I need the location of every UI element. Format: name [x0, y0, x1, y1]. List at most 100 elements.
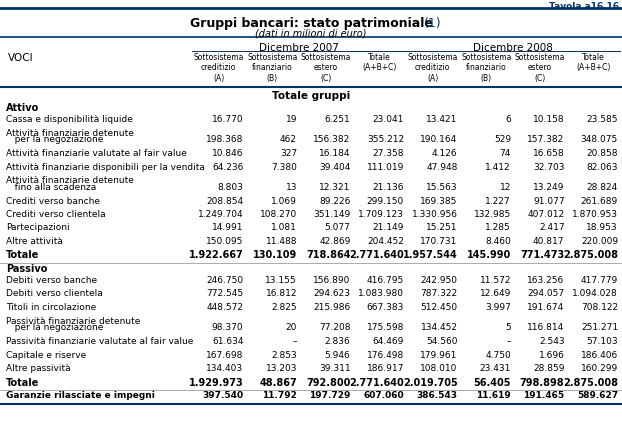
Text: Sottosistema
creditizio
(A): Sottosistema creditizio (A)	[193, 53, 244, 83]
Text: 157.382: 157.382	[527, 135, 565, 145]
Text: (dati in milioni di euro): (dati in milioni di euro)	[255, 29, 367, 39]
Text: 16.770: 16.770	[212, 115, 243, 124]
Text: 186.917: 186.917	[366, 364, 404, 373]
Text: Totale: Totale	[6, 377, 39, 388]
Text: 299.150: 299.150	[367, 197, 404, 206]
Text: 1.227: 1.227	[485, 197, 511, 206]
Text: 771.473: 771.473	[520, 251, 565, 260]
Text: 708.122: 708.122	[581, 303, 618, 312]
Text: 179.961: 179.961	[420, 351, 458, 360]
Text: Tavola a16.16: Tavola a16.16	[549, 2, 619, 11]
Text: 163.256: 163.256	[527, 276, 565, 285]
Text: 10.158: 10.158	[533, 115, 565, 124]
Text: 407.012: 407.012	[527, 210, 565, 219]
Text: Sottosistema
finanziario
(B): Sottosistema finanziario (B)	[247, 53, 297, 83]
Text: 204.452: 204.452	[367, 237, 404, 246]
Text: 11.572: 11.572	[480, 276, 511, 285]
Text: 12.649: 12.649	[480, 290, 511, 299]
Text: 4.750: 4.750	[485, 351, 511, 360]
Text: 23.585: 23.585	[587, 115, 618, 124]
Text: Crediti verso banche: Crediti verso banche	[6, 197, 100, 206]
Text: 10.846: 10.846	[212, 149, 243, 158]
Text: 13.249: 13.249	[533, 183, 565, 192]
Text: 111.019: 111.019	[366, 162, 404, 171]
Text: 27.358: 27.358	[373, 149, 404, 158]
Text: 529: 529	[494, 135, 511, 145]
Text: 5.077: 5.077	[325, 223, 351, 232]
Text: 1.696: 1.696	[539, 351, 565, 360]
Text: 39.404: 39.404	[319, 162, 351, 171]
Text: 191.465: 191.465	[523, 391, 565, 400]
Text: 462: 462	[280, 135, 297, 145]
Text: 74: 74	[499, 149, 511, 158]
Text: 21.149: 21.149	[373, 223, 404, 232]
Text: 191.674: 191.674	[527, 303, 565, 312]
Text: (1): (1)	[424, 17, 442, 30]
Text: 1.094.028: 1.094.028	[572, 290, 618, 299]
Text: VOCI: VOCI	[8, 53, 34, 63]
Text: 186.406: 186.406	[581, 351, 618, 360]
Text: 108.010: 108.010	[420, 364, 458, 373]
Text: Crediti verso clientela: Crediti verso clientela	[6, 210, 106, 219]
Text: 20: 20	[285, 324, 297, 332]
Text: 28.859: 28.859	[533, 364, 565, 373]
Text: Cassa e disponibilità liquide: Cassa e disponibilità liquide	[6, 115, 133, 124]
Text: Totale: Totale	[6, 251, 39, 260]
Text: Debiti verso banche: Debiti verso banche	[6, 276, 97, 285]
Text: 246.750: 246.750	[207, 276, 243, 285]
Text: Sottosistema
creditizio
(A): Sottosistema creditizio (A)	[407, 53, 458, 83]
Text: 242.950: 242.950	[420, 276, 458, 285]
Text: 64.469: 64.469	[373, 337, 404, 346]
Text: fino alla scadenza: fino alla scadenza	[6, 183, 96, 192]
Text: 2.543: 2.543	[539, 337, 565, 346]
Text: 1.870.953: 1.870.953	[572, 210, 618, 219]
Text: 32.703: 32.703	[533, 162, 565, 171]
Text: 116.814: 116.814	[527, 324, 565, 332]
Text: 2.771.640: 2.771.640	[349, 251, 404, 260]
Text: 169.385: 169.385	[420, 197, 458, 206]
Text: 2.875.008: 2.875.008	[563, 377, 618, 388]
Text: 215.986: 215.986	[313, 303, 351, 312]
Text: 2.771.640: 2.771.640	[349, 377, 404, 388]
Text: 13.155: 13.155	[266, 276, 297, 285]
Text: 12.321: 12.321	[319, 183, 351, 192]
Text: 351.149: 351.149	[313, 210, 351, 219]
Text: 589.627: 589.627	[577, 391, 618, 400]
Text: Passività finanziarie detenute: Passività finanziarie detenute	[6, 316, 141, 325]
Text: Altre passività: Altre passività	[6, 364, 71, 373]
Text: 294.057: 294.057	[527, 290, 565, 299]
Text: Sottosistema
estero
(C): Sottosistema estero (C)	[300, 53, 351, 83]
Text: 77.208: 77.208	[319, 324, 351, 332]
Text: Totale
(A+B+C): Totale (A+B+C)	[576, 53, 610, 73]
Text: 12: 12	[499, 183, 511, 192]
Text: 417.779: 417.779	[581, 276, 618, 285]
Text: 47.948: 47.948	[426, 162, 458, 171]
Text: 16.658: 16.658	[533, 149, 565, 158]
Text: 5: 5	[505, 324, 511, 332]
Text: 2.417: 2.417	[539, 223, 565, 232]
Text: Totale
(A+B+C): Totale (A+B+C)	[362, 53, 396, 73]
Text: Titoli in circolazione: Titoli in circolazione	[6, 303, 96, 312]
Text: Capitale e riserve: Capitale e riserve	[6, 351, 86, 360]
Text: Sottosistema
finanziario
(B): Sottosistema finanziario (B)	[461, 53, 511, 83]
Text: 386.543: 386.543	[417, 391, 458, 400]
Text: 2.853: 2.853	[271, 351, 297, 360]
Text: 108.270: 108.270	[260, 210, 297, 219]
Text: 15.563: 15.563	[426, 183, 458, 192]
Text: per la negoziazione: per la negoziazione	[6, 135, 103, 145]
Text: 156.382: 156.382	[313, 135, 351, 145]
Text: 1.081: 1.081	[271, 223, 297, 232]
Text: Attività finanziarie detenute: Attività finanziarie detenute	[6, 176, 134, 185]
Text: 1.285: 1.285	[485, 223, 511, 232]
Text: 82.063: 82.063	[587, 162, 618, 171]
Text: 16.812: 16.812	[266, 290, 297, 299]
Text: 42.869: 42.869	[319, 237, 351, 246]
Text: 54.560: 54.560	[426, 337, 458, 346]
Text: 167.698: 167.698	[206, 351, 243, 360]
Text: 1.709.123: 1.709.123	[358, 210, 404, 219]
Text: 4.126: 4.126	[432, 149, 458, 158]
Text: 208.854: 208.854	[207, 197, 243, 206]
Text: 798.898: 798.898	[520, 377, 565, 388]
Text: 175.598: 175.598	[366, 324, 404, 332]
Text: 1.330.956: 1.330.956	[412, 210, 458, 219]
